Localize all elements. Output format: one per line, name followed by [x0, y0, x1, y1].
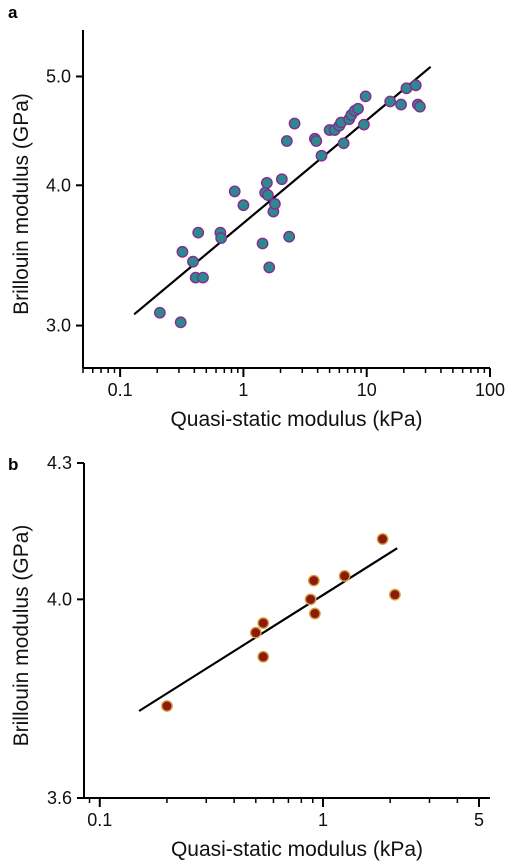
panel-a-data-point: [262, 189, 274, 202]
panel-a-data-point: [337, 137, 350, 150]
panel-a-data-point: [176, 245, 189, 258]
panel-a-y-tick-label: 3.0: [46, 316, 71, 336]
panel-a-data-point: [395, 98, 407, 111]
panel-a-x-axis-label: Quasi-static modulus (kPa): [170, 408, 422, 431]
panel-b-data-point: [308, 607, 321, 620]
panel-a-data-point: [174, 316, 187, 329]
panel-a-data-point: [192, 226, 205, 239]
panel-a-data-point: [288, 117, 301, 130]
panel-b-fit-line: [138, 547, 398, 712]
panel-a-data-point: [352, 102, 364, 115]
panel-b-x-tick-label: 0.1: [87, 810, 112, 830]
panel-b-data-point: [307, 574, 320, 587]
panel-a-data-point: [215, 232, 228, 244]
panel-b-data-point: [376, 533, 389, 545]
panel-a-data-point: [228, 185, 241, 198]
panel-a-data-point: [409, 79, 422, 92]
panel-a-x-tick-label: 0.1: [108, 380, 133, 400]
panel-a-data-point: [384, 95, 397, 108]
panel-a-data-point: [283, 230, 296, 243]
panel-b-y-axis-label: Brillouin modulus (GPa): [10, 525, 33, 747]
panel-a-data-point: [237, 199, 250, 212]
panel-b-x-tick-label: 5: [474, 810, 484, 830]
panel-b-label: b: [8, 455, 18, 474]
panel-a-y-tick-label: 5.0: [46, 66, 71, 86]
panel-a-label: a: [8, 3, 18, 22]
panel-b-data-point: [257, 617, 270, 629]
panel-a-fit-line: [133, 65, 432, 316]
panel-a-x-tick-label: 10: [357, 380, 377, 400]
panel-b-data-point: [249, 626, 262, 639]
panel-a-data-point: [275, 173, 288, 186]
panel-a-data-point: [263, 261, 276, 274]
panel-b-data-point: [389, 588, 401, 601]
panel-a-data-point: [260, 176, 273, 189]
panel-a-y-axis-label: Brillouin modulus (GPa): [10, 93, 33, 315]
panel-a-data-point: [359, 90, 372, 103]
panel-b-y-tick-label: 4.3: [47, 453, 72, 473]
panel-a-data-point: [268, 198, 281, 210]
panel-b-x-axis-label: Quasi-static modulus (kPa): [171, 838, 423, 861]
panel-a-data-point: [256, 237, 269, 250]
panel-a-data-point: [413, 100, 426, 113]
panel-a-data-point: [197, 271, 209, 284]
panel-b-x-tick-label: 1: [318, 810, 328, 830]
panel-a-x-tick-label: 1: [238, 380, 248, 400]
panel-a-data-point: [310, 135, 323, 147]
panel-b-data-point: [161, 700, 173, 712]
panel-b-y-tick-label: 3.6: [47, 788, 72, 808]
panel-b-y-tick-label: 4.0: [47, 589, 72, 609]
panel-b-data-point: [304, 593, 317, 606]
panel-a-data-point: [153, 306, 166, 319]
panel-a-data-point: [358, 118, 370, 131]
panel-b-data-point: [257, 650, 270, 663]
panel-a-data-point: [280, 135, 293, 147]
panel-a-data-point: [187, 255, 199, 268]
panel-a-data-point: [315, 149, 328, 162]
panel-a-x-tick-label: 100: [475, 380, 505, 400]
panel-a-y-tick-label: 4.0: [46, 175, 71, 195]
panel-b-data-point: [338, 570, 351, 582]
